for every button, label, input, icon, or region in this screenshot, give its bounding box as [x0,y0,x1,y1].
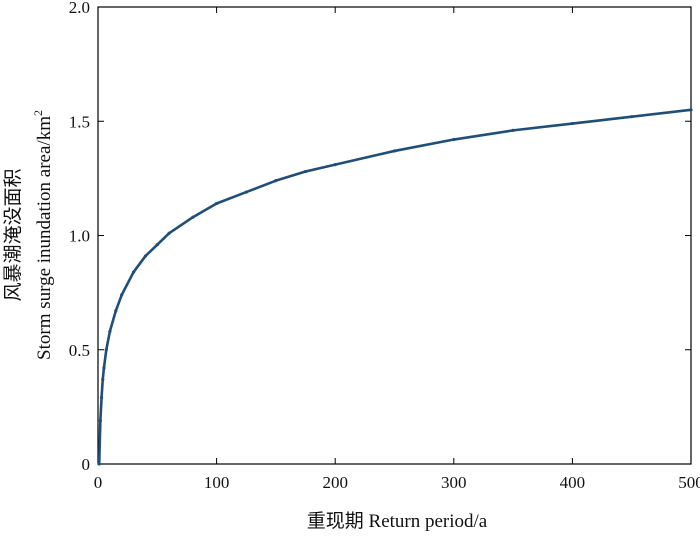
y-tick-label: 1.5 [69,112,90,131]
data-point [215,201,219,206]
data-point [333,163,337,167]
data-point [102,366,106,370]
plot-frame [97,6,692,465]
data-point [167,231,171,235]
y-tick-label: 2.0 [69,0,90,17]
data-point [511,128,515,132]
series-layer [97,108,693,466]
y-axis-title-unit: Storm surge inundation area/km [34,116,55,360]
data-point [114,309,118,313]
data-point [101,377,105,382]
data-point [689,108,693,112]
x-axis-title: 重现期 Return period/a [307,510,488,532]
x-axis-ticks: 0 100 200 300 400 500 [94,7,700,492]
y-axis-ticks: 0 0.5 1.0 1.5 2.0 [69,0,691,474]
y-tick-label: 1.0 [69,227,90,246]
data-point [274,179,278,183]
data-point [244,190,248,194]
data-point [104,348,108,352]
data-point [143,254,148,258]
data-point [570,121,575,126]
x-tick-label: 500 [678,473,700,492]
x-tick-label: 200 [322,473,348,492]
x-tick-label: 400 [560,473,586,492]
x-tick-label: 100 [204,473,230,492]
data-point [155,243,159,247]
data-point [452,137,456,142]
data-point [303,169,308,174]
data-point [630,115,634,119]
series-line [97,108,693,466]
data-point [97,462,101,466]
y-axis-title-line1: 风暴潮淹没面积 [2,168,24,301]
y-axis-title-superscript: 2 [31,110,45,116]
data-point [99,396,104,400]
y-axis-title-line2: Storm surge inundation area/km2 [31,110,55,360]
y-tick-label: 0 [82,455,91,474]
data-point [120,293,124,297]
data-point [98,418,102,423]
x-tick-label: 300 [441,473,467,492]
data-point [131,270,136,274]
x-tick-label: 0 [94,473,103,492]
data-point [191,215,195,219]
data-point [108,329,112,334]
data-point [392,149,397,153]
y-tick-label: 0.5 [69,341,90,360]
